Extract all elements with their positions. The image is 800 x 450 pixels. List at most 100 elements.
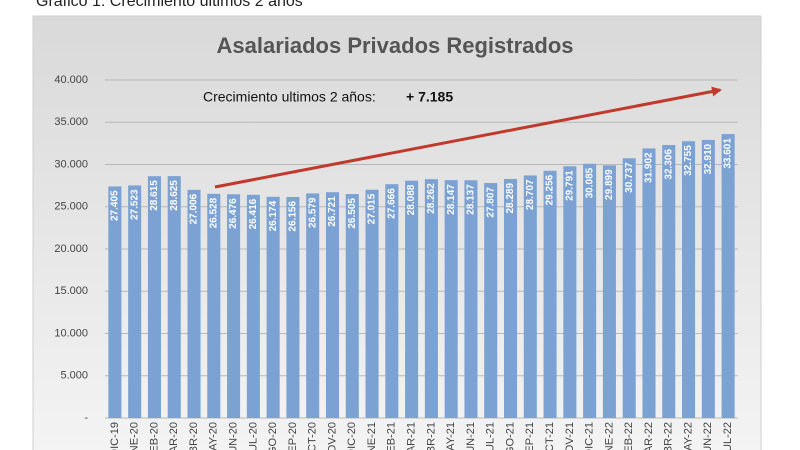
value-label: 33.601 (723, 138, 734, 169)
x-tick-label: JUN-21 (465, 422, 477, 450)
chart-title: Asalariados Privados Registrados (216, 33, 573, 58)
value-label: 30.737 (624, 162, 635, 193)
bar (444, 180, 458, 418)
bar (385, 184, 399, 418)
bar (345, 194, 359, 418)
bar (147, 176, 161, 418)
x-tick-label: AGO-20 (267, 422, 279, 450)
bar (721, 134, 735, 419)
value-label: 32.910 (703, 143, 714, 174)
value-label: 29.791 (565, 170, 576, 201)
x-tick-label: MAY-22 (682, 422, 694, 450)
bar (108, 186, 122, 418)
bar (682, 141, 696, 418)
y-tick-label: - (84, 412, 88, 424)
bar (306, 193, 320, 418)
x-tick-label: JUN-22 (702, 422, 714, 450)
x-tick-label: MAR-21 (406, 422, 418, 450)
bar (583, 163, 597, 418)
value-label: 26.476 (228, 198, 239, 229)
x-tick-label: SEP-20 (287, 422, 299, 450)
x-tick-label: JUL-22 (722, 422, 734, 450)
bar (246, 194, 260, 418)
x-tick-label: DIC-19 (109, 422, 121, 450)
y-tick-label: 5.000 (60, 370, 88, 382)
value-label: 28.615 (149, 180, 160, 211)
x-tick-label: OCT-21 (544, 422, 556, 450)
bar (286, 196, 300, 418)
value-label: 26.721 (327, 196, 338, 227)
value-label: 27.015 (367, 193, 378, 224)
bar (543, 170, 557, 418)
value-label: 28.289 (505, 183, 516, 214)
x-tick-label: ABR-20 (188, 422, 200, 450)
y-tick-label: 15.000 (54, 285, 88, 297)
bar (207, 193, 221, 418)
bar (622, 158, 636, 419)
bar (365, 189, 379, 418)
bar (424, 179, 438, 418)
value-label: 26.416 (248, 198, 259, 229)
x-tick-label: NOV-20 (326, 422, 338, 450)
value-label: 27.666 (386, 188, 397, 219)
x-tick-label: MAR-22 (643, 422, 655, 450)
x-tick-label: DIC-20 (346, 422, 358, 450)
value-label: 32.755 (683, 145, 694, 176)
value-label: 26.579 (307, 197, 318, 228)
y-tick-label: 40.000 (54, 74, 88, 86)
bar (503, 178, 518, 418)
value-label: 26.174 (268, 200, 279, 231)
bar (167, 176, 181, 418)
value-label: 28.625 (169, 180, 180, 211)
bar (642, 148, 656, 418)
value-label: 28.707 (525, 179, 536, 210)
bar (227, 194, 241, 418)
value-label: 26.505 (347, 198, 358, 229)
y-tick-label: 20.000 (54, 243, 88, 255)
x-tick-label: ENE-22 (603, 422, 615, 450)
value-label: 26.528 (208, 197, 219, 228)
value-label: 31.902 (644, 152, 655, 183)
value-label: 32.306 (663, 149, 674, 180)
bar (266, 196, 280, 418)
bar (602, 165, 616, 418)
value-label: 27.807 (485, 187, 496, 218)
x-tick-label: MAY-21 (445, 422, 457, 450)
x-tick-label: FEB-22 (623, 422, 635, 450)
bar (325, 192, 340, 418)
x-tick-label: ENE-21 (366, 422, 378, 450)
bar (464, 180, 478, 418)
bar (128, 185, 142, 418)
bar (701, 139, 715, 418)
bar (662, 145, 676, 419)
x-tick-label: OCT-20 (307, 422, 319, 450)
bar (563, 166, 577, 418)
x-tick-label: DIC-21 (584, 422, 596, 450)
header: Gráfico 1: Crecimiento ultimos 2 años (36, 0, 303, 10)
x-tick-label: FEB-21 (386, 422, 398, 450)
value-label: 27.523 (129, 189, 140, 220)
value-label: 26.156 (288, 201, 299, 232)
value-label: 27.006 (189, 193, 200, 224)
bar (523, 175, 537, 418)
bar (187, 189, 201, 418)
y-tick-label: 25.000 (54, 201, 88, 213)
x-tick-label: NOV-21 (564, 422, 576, 450)
value-label: 28.262 (426, 183, 437, 214)
x-tick-label: SEP-21 (524, 422, 536, 450)
value-label: 27.405 (110, 190, 121, 221)
x-tick-label: MAY-20 (208, 422, 220, 450)
value-label: 28.137 (466, 184, 477, 215)
value-label: 30.085 (584, 167, 595, 198)
x-tick-label: MAR-20 (168, 422, 180, 450)
value-label: 28.147 (446, 184, 457, 215)
x-tick-label: JUN-20 (227, 422, 239, 450)
y-tick-label: 35.000 (54, 116, 88, 128)
annotation: Crecimiento ultimos 2 años: (203, 89, 376, 105)
y-tick-label: 10.000 (54, 327, 88, 339)
x-tick-label: AGO-21 (504, 422, 516, 450)
x-tick-label: ABR-22 (663, 422, 675, 450)
x-tick-label: JUL-21 (485, 422, 497, 450)
x-tick-label: FEB-20 (148, 422, 160, 450)
